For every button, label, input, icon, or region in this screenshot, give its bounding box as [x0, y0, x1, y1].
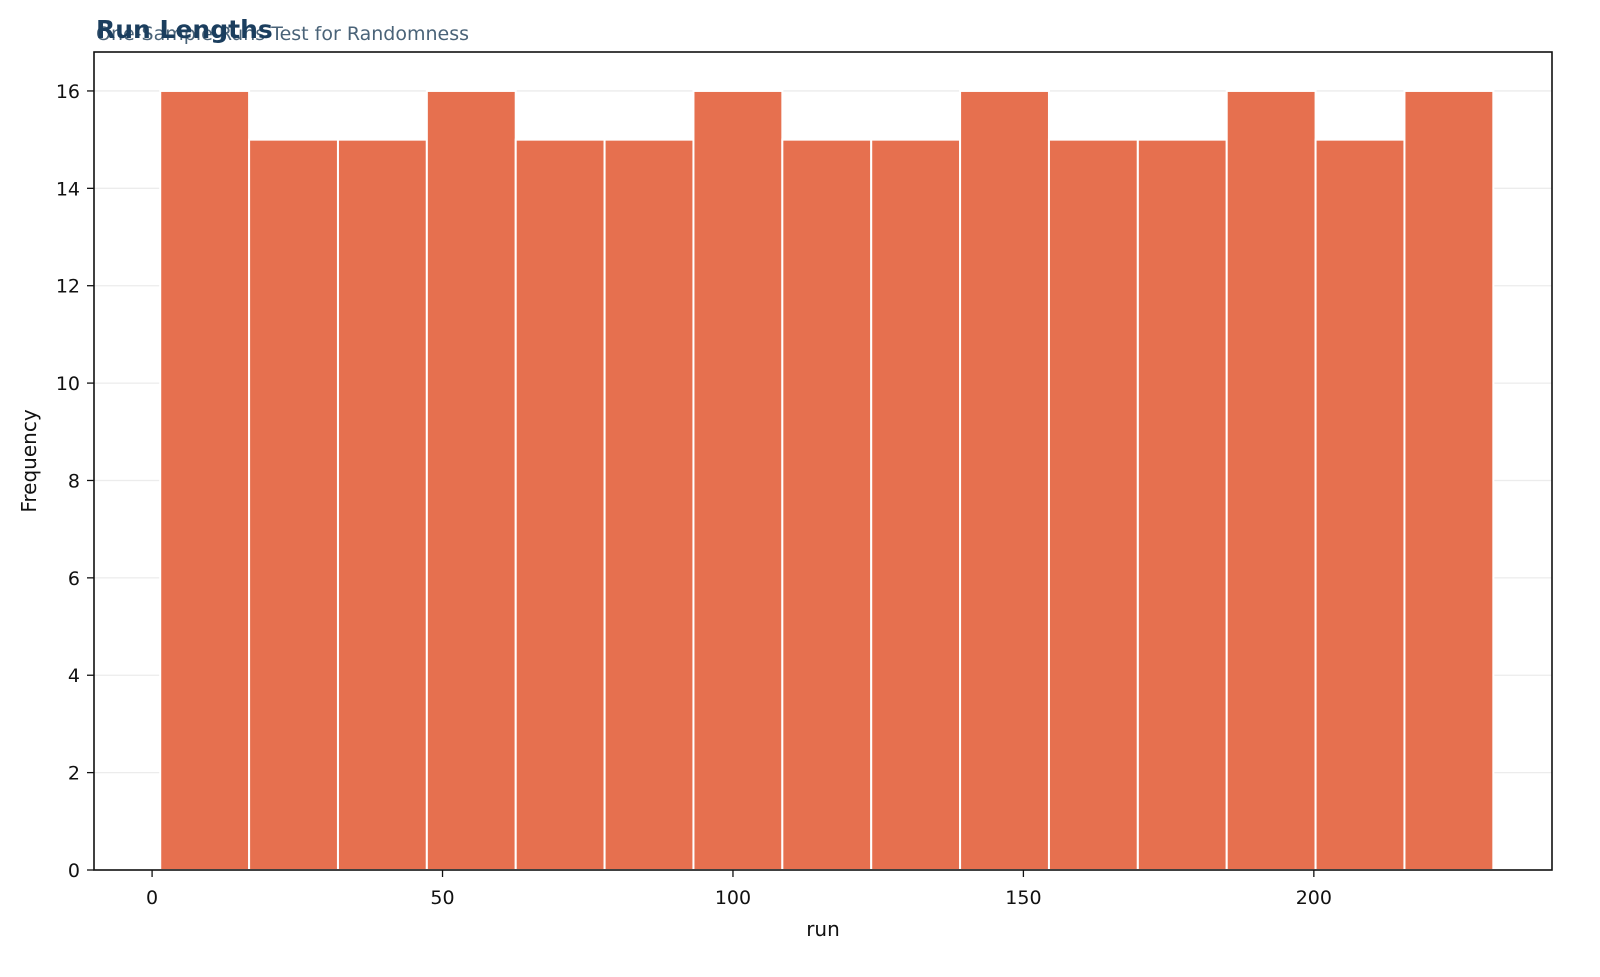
- histogram-bar-5: [514, 138, 606, 871]
- y-tick-label-10: 10: [56, 373, 80, 395]
- y-tick-label-12: 12: [56, 276, 80, 298]
- plot-frame: [93, 51, 1553, 871]
- histogram-bar-9: [870, 138, 962, 871]
- x-tick-label-150: 150: [1005, 887, 1041, 909]
- histogram-bar-14: [1314, 138, 1406, 871]
- x-tick-label-200: 200: [1296, 887, 1332, 909]
- histogram-bar-8: [781, 138, 873, 871]
- x-axis-label: run: [806, 917, 840, 941]
- histogram-bar-6: [603, 138, 695, 871]
- y-tick-label-2: 2: [68, 763, 80, 785]
- y-tick-label-8: 8: [68, 470, 80, 492]
- y-tick-label-0: 0: [68, 860, 80, 882]
- histogram-bar-10: [959, 89, 1050, 871]
- x-tick-label-0: 0: [146, 887, 158, 909]
- y-axis-label: Frequency: [17, 409, 41, 512]
- histogram-bar-7: [692, 89, 784, 871]
- histogram-bar-11: [1047, 138, 1139, 871]
- x-axis-ticks: 0 50 100 150 200: [146, 870, 1332, 909]
- histogram-bar-12: [1136, 138, 1228, 871]
- histogram-bar-3: [336, 138, 428, 871]
- histogram-bars: [159, 89, 1495, 871]
- x-tick-label-100: 100: [715, 887, 751, 909]
- histogram-bar-15: [1403, 89, 1495, 871]
- histogram-bar-13: [1225, 89, 1317, 871]
- histogram-bar-4: [425, 89, 517, 871]
- y-tick-label-4: 4: [68, 665, 80, 687]
- chart-title: Run Lengths: [96, 15, 273, 44]
- histogram-bar-1: [159, 89, 251, 871]
- histogram-bar-2: [248, 138, 339, 871]
- chart-subtitle: One-Sample Runs Test for Randomness: [96, 23, 469, 45]
- y-axis-ticks: 0 2 4 6 8 10 12 14 16: [56, 81, 94, 882]
- y-tick-label-16: 16: [56, 81, 80, 103]
- y-tick-label-6: 6: [68, 568, 80, 590]
- y-tick-label-14: 14: [56, 178, 80, 200]
- x-tick-label-50: 50: [430, 887, 454, 909]
